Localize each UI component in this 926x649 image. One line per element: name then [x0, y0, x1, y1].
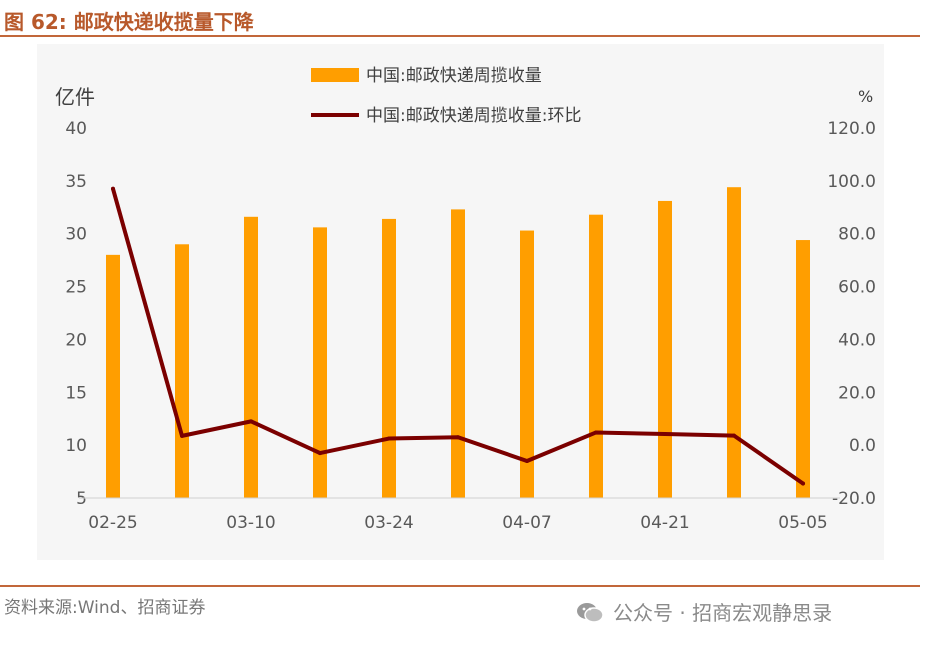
right-axis-unit: %	[858, 87, 873, 106]
right-axis-ticks: 120.0 100.0 80.0 60.0 40.0 20.0 0.0 -20.0	[827, 119, 876, 509]
source-note: 资料来源:Wind、招商证券	[4, 598, 206, 618]
left-tick-label: 35	[65, 172, 87, 192]
bar-04-21	[658, 200, 672, 498]
wechat-icon	[577, 602, 604, 623]
left-tick-label: 10	[65, 436, 87, 456]
bar-03-03	[175, 244, 189, 498]
x-tick-label: 04-07	[502, 513, 551, 533]
bar-02-25	[106, 254, 120, 498]
line-series	[111, 186, 805, 486]
left-tick-label: 5	[76, 489, 87, 509]
bar-03-10	[244, 216, 258, 499]
line-point-03-03	[180, 433, 184, 438]
left-tick-label: 15	[65, 383, 87, 403]
right-tick-label: 60.0	[838, 278, 876, 298]
top-divider	[0, 35, 920, 37]
left-tick-label: 25	[65, 278, 87, 298]
right-tick-label: 40.0	[838, 330, 876, 350]
x-tick-label: 04-21	[640, 513, 689, 533]
line-point-04-14	[594, 430, 598, 435]
x-tick-label: 03-24	[364, 513, 413, 533]
watermark: 公众号 · 招商宏观静思录	[575, 597, 832, 626]
left-axis-unit: 亿件	[55, 85, 95, 109]
bar-03-17	[313, 227, 327, 498]
right-tick-label: 0.0	[849, 436, 876, 456]
right-tick-label: 100.0	[827, 172, 876, 192]
left-tick-label: 40	[65, 119, 87, 139]
bar-03-31	[451, 209, 465, 498]
line-point-05-05	[801, 481, 805, 486]
line-point-03-10	[249, 419, 253, 424]
chart-svg: 40 35 30 25 20 15 10 5 120.0 100.0 80.0 60.0 40.0 20…	[55, 66, 876, 533]
right-tick-label: 20.0	[838, 383, 876, 403]
right-tick-label: 80.0	[838, 225, 876, 245]
line-point-02-25	[111, 186, 115, 191]
bar-series	[106, 187, 810, 499]
line-point-04-21	[663, 432, 667, 437]
x-tick-label: 02-25	[88, 513, 137, 533]
legend-bar-swatch	[311, 68, 359, 82]
line-point-03-31	[456, 435, 460, 440]
x-axis-ticks: 02-25 03-10 03-24 04-07 04-21 05-05	[88, 513, 827, 533]
legend-line-label: 中国:邮政快递周揽收量:环比	[366, 106, 581, 126]
bar-04-14	[589, 214, 603, 498]
bar-03-24	[382, 218, 396, 498]
bar-05-05	[796, 240, 810, 499]
left-axis-ticks: 40 35 30 25 20 15 10 5	[65, 119, 87, 509]
x-tick-label: 03-10	[226, 513, 275, 533]
line-point-04-07	[525, 459, 529, 463]
right-tick-label: 120.0	[827, 119, 876, 139]
watermark-text: 公众号 · 招商宏观静思录	[613, 601, 833, 625]
line-point-03-24	[387, 436, 391, 441]
x-tick-label: 05-05	[778, 513, 827, 533]
legend-bar-label: 中国:邮政快递周揽收量	[366, 66, 542, 86]
bar-04-28	[727, 187, 741, 498]
left-tick-label: 20	[65, 330, 87, 350]
left-tick-label: 30	[65, 225, 87, 245]
line-point-03-17	[318, 451, 322, 456]
right-tick-label: -20.0	[832, 489, 876, 509]
figure-title: 图 62: 邮政快递收揽量下降	[4, 10, 254, 34]
line-point-04-28	[732, 433, 736, 438]
bottom-divider	[0, 585, 920, 587]
bar-04-07	[520, 230, 534, 499]
